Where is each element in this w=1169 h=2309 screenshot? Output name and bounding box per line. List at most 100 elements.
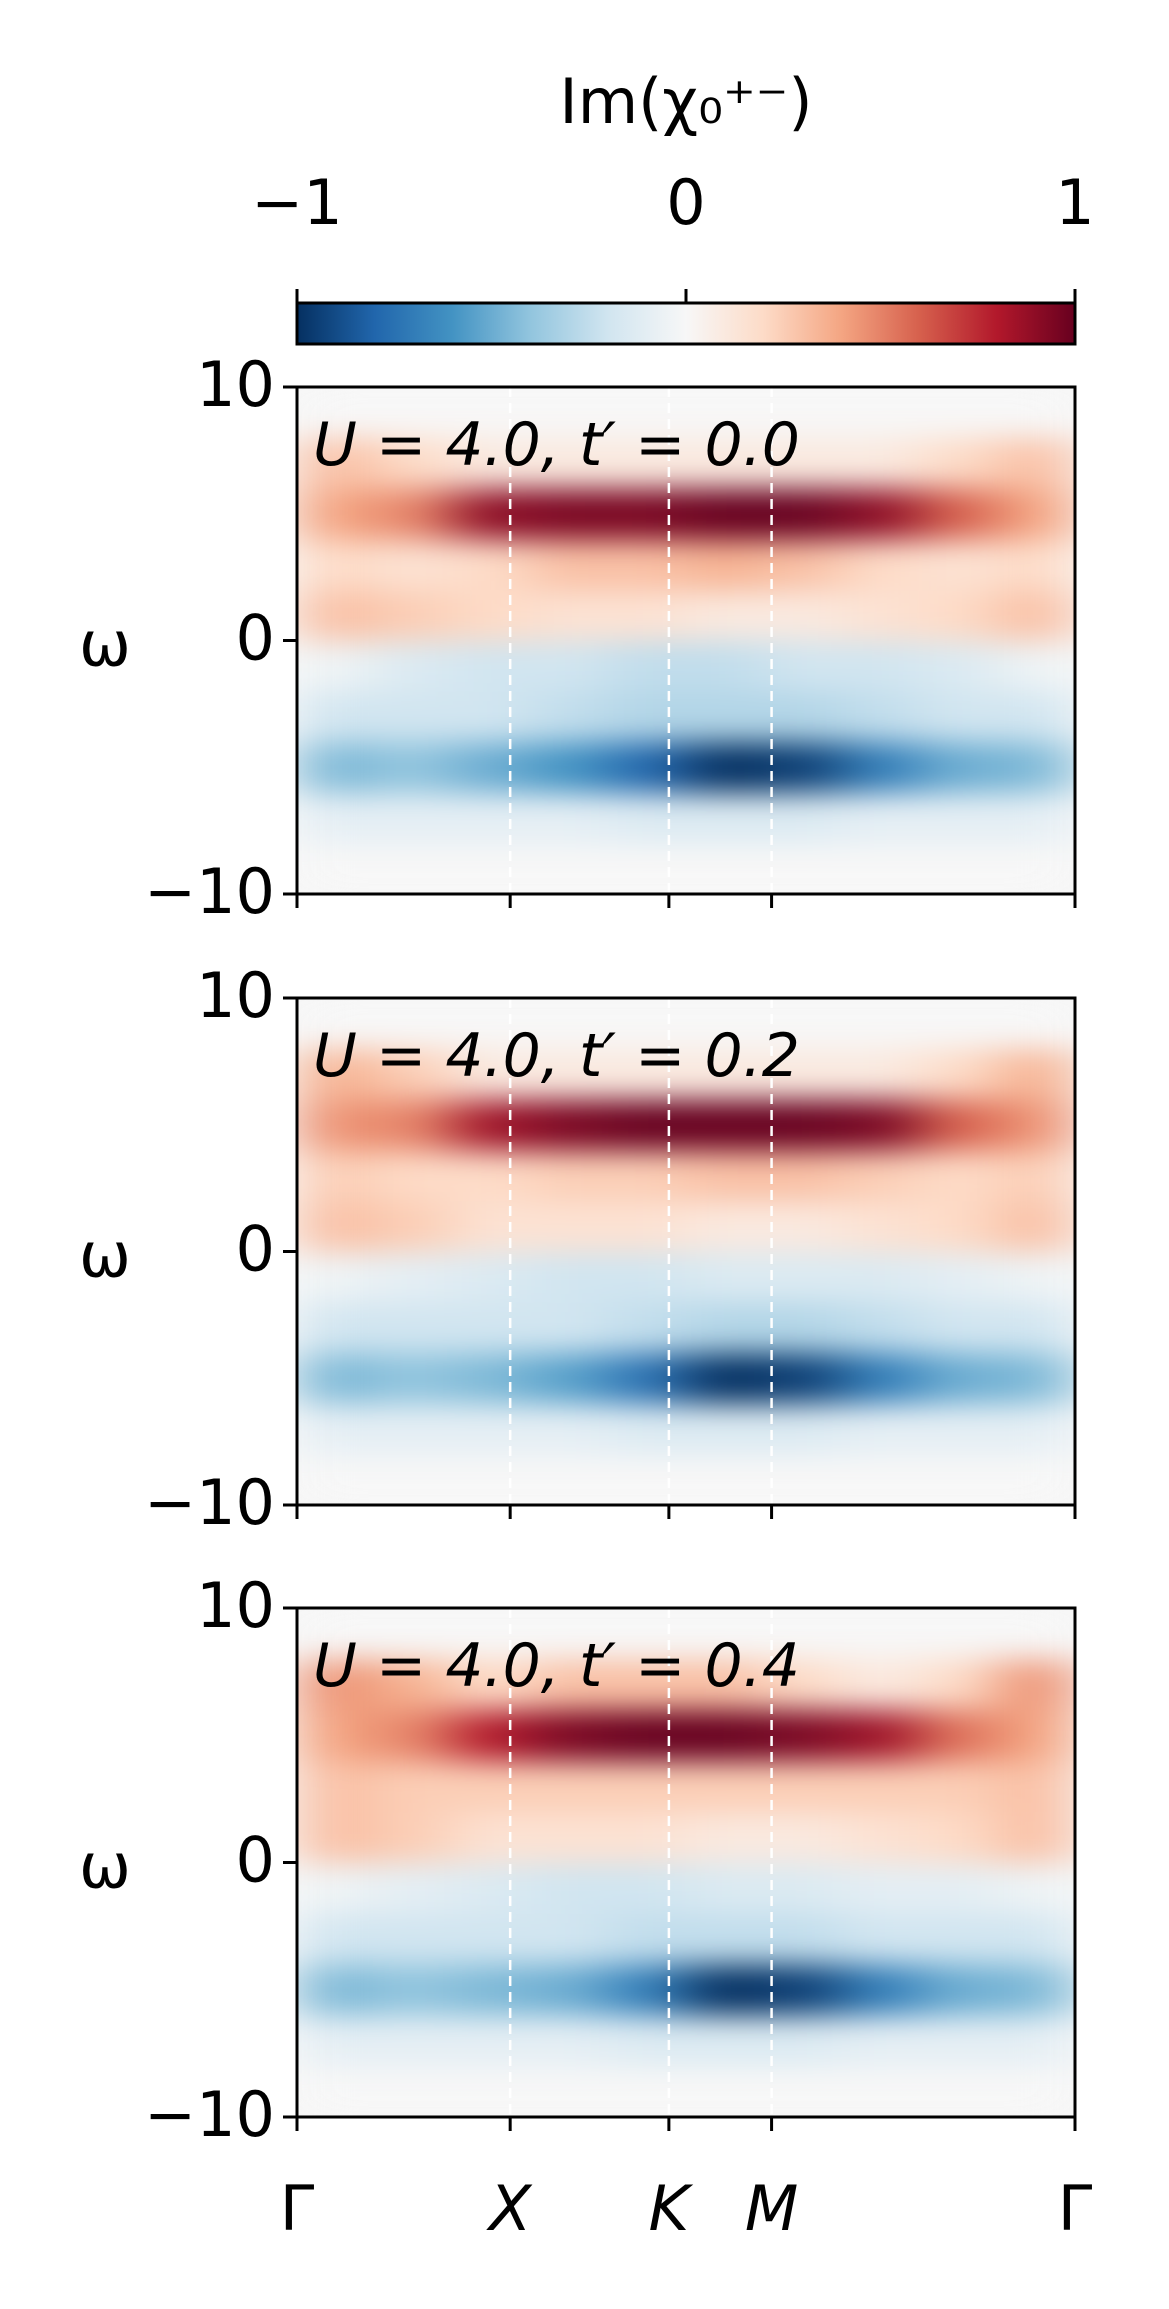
heatmap-cell <box>608 488 687 540</box>
heatmap-cell <box>686 843 765 894</box>
heatmap-cell <box>297 1200 376 1252</box>
heatmap-cell <box>841 1352 920 1405</box>
heatmap-cell <box>919 1658 998 1711</box>
heatmap-cell <box>452 1862 531 1914</box>
heatmap-cell <box>686 691 765 743</box>
heatmap-cell <box>919 1964 998 2016</box>
heatmap-cell <box>452 691 531 743</box>
plot-frame <box>295 1606 1077 2119</box>
heatmap-cell <box>608 1709 687 1762</box>
heatmap-cell <box>452 640 531 692</box>
heatmap-cell <box>919 998 998 1050</box>
heatmap-cell <box>841 792 920 844</box>
heatmap-cell <box>374 792 454 844</box>
heatmap-cell <box>763 1403 843 1455</box>
heatmap-cell <box>530 640 609 692</box>
heatmap-cell <box>374 998 454 1050</box>
heatmap-cell <box>452 488 531 540</box>
heatmap-cell <box>997 1048 1075 1100</box>
heatmap-cell <box>297 1811 376 1863</box>
heatmap-cell <box>374 1964 454 2016</box>
heatmap-cell <box>686 741 765 794</box>
heatmap-cell <box>763 1048 843 1100</box>
heatmap-cell <box>452 1302 531 1354</box>
heatmap-cell <box>686 539 765 591</box>
heatmap-cell <box>997 1403 1075 1455</box>
heatmap-cell <box>997 1811 1075 1863</box>
heatmap-cell <box>297 1251 376 1303</box>
heatmap-cell <box>763 589 843 641</box>
heatmap-cell <box>297 1150 376 1202</box>
heatmap-cell <box>374 1760 454 1813</box>
heatmap-cell <box>686 998 765 1050</box>
heatmap-cell <box>919 1913 998 1965</box>
heatmap-cell <box>530 1251 609 1303</box>
heatmap-cell <box>608 1811 687 1863</box>
heatmap-cell <box>608 1099 687 1151</box>
heatmap-cell <box>997 1099 1075 1151</box>
heatmap-cell <box>686 1302 765 1354</box>
heatmap-cell <box>763 691 843 743</box>
heatmap-cell <box>530 1048 609 1100</box>
heatmap-cell <box>374 1251 454 1303</box>
heatmap-cell <box>297 792 376 844</box>
heatmap-cell <box>841 2066 920 2117</box>
heatmap-cell <box>919 1099 998 1151</box>
heatmap-cell <box>530 589 609 641</box>
heatmap-cell <box>297 2066 376 2117</box>
heatmap-cell <box>608 998 687 1050</box>
heatmap-cell <box>686 387 765 439</box>
heatmap-cell <box>530 1403 609 1455</box>
heatmap-cell <box>841 1099 920 1151</box>
heatmap-cell <box>997 1251 1075 1303</box>
heatmap-cell <box>841 1709 920 1762</box>
heatmap-cell <box>608 589 687 641</box>
plot-frame <box>295 385 1077 896</box>
heatmap-cell <box>841 1048 920 1100</box>
heatmap-cell <box>297 1302 376 1354</box>
heatmap-cell <box>452 1608 531 1660</box>
heatmap-cell <box>919 488 998 540</box>
heatmap-cell <box>297 1454 376 1505</box>
heatmap-cell <box>919 1150 998 1202</box>
heatmap-cell <box>374 1454 454 1505</box>
heatmap-cell <box>763 437 843 489</box>
heatmap-cell <box>530 1150 609 1202</box>
heatmap-cell <box>919 1454 998 1505</box>
heatmap-cell <box>997 640 1075 692</box>
heatmap-cell <box>297 488 376 540</box>
heatmap-cells <box>297 1608 1075 2117</box>
heatmap-cell <box>530 488 609 540</box>
y-tick-label: −10 <box>144 1466 275 1539</box>
heatmap-cell <box>841 1862 920 1914</box>
heatmap-cell <box>297 437 376 489</box>
heatmap-cell <box>763 1352 843 1405</box>
heatmap-cell <box>686 1658 765 1711</box>
heatmap-cell <box>374 1200 454 1252</box>
heatmap-cell <box>763 1099 843 1151</box>
heatmap-cell <box>374 2015 454 2067</box>
heatmap-cell <box>686 589 765 641</box>
heatmap-cell <box>530 741 609 794</box>
heatmap-cell <box>686 437 765 489</box>
heatmap-cell <box>919 1403 998 1455</box>
heatmap-cell <box>686 1913 765 1965</box>
heatmap-cell <box>297 1048 376 1100</box>
heatmap-cell <box>763 1608 843 1660</box>
heatmap-cell <box>686 1709 765 1762</box>
heatmap-cell <box>686 1099 765 1151</box>
heatmap-cell <box>763 539 843 591</box>
heatmap-cell <box>919 792 998 844</box>
heatmap-cell <box>452 1150 531 1202</box>
heatmap-cell <box>530 998 609 1050</box>
heatmap-cell <box>608 1454 687 1505</box>
heatmap-cell <box>919 843 998 894</box>
heatmap-cell <box>919 539 998 591</box>
heatmap-cell <box>297 1862 376 1914</box>
heatmap-cell <box>841 1608 920 1660</box>
heatmap-cell <box>608 1352 687 1405</box>
heatmap-cell <box>297 1608 376 1660</box>
heatmap-cell <box>763 792 843 844</box>
panel-annotation: U = 4.0, t′ = 0.2 <box>313 1021 800 1091</box>
